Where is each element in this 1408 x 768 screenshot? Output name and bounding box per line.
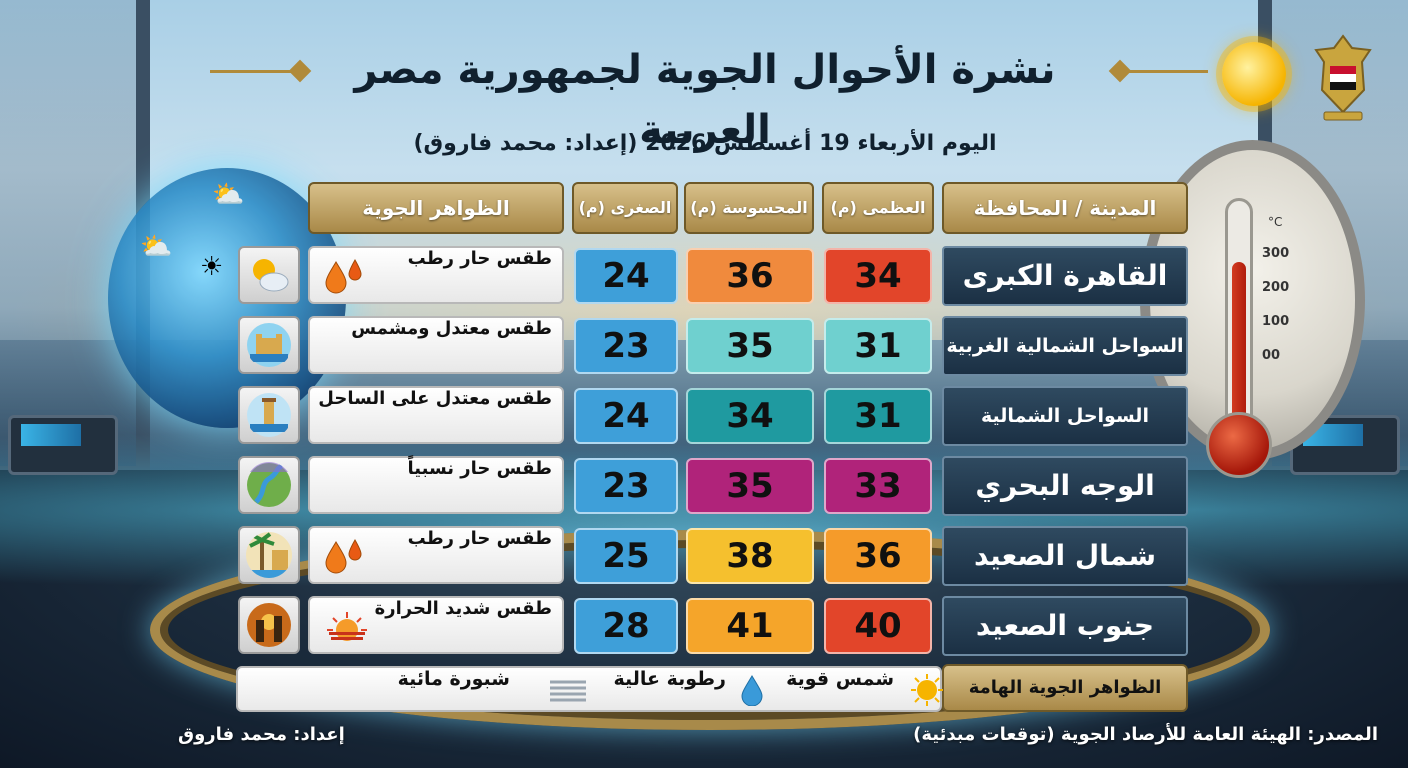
palm-temple-icon bbox=[246, 532, 292, 578]
city-cell: شمال الصعيد bbox=[942, 526, 1188, 586]
page-title: نشرة الأحوال الجوية لجمهورية مصر العربية bbox=[354, 47, 1056, 153]
globe-graphic bbox=[108, 168, 346, 428]
legend-item: رطوبة عالية bbox=[613, 668, 726, 690]
control-console-left bbox=[8, 415, 118, 475]
weather-cell: طقس معتدل على الساحل bbox=[308, 386, 564, 444]
weather-text: طقس حار نسبياً bbox=[407, 458, 552, 479]
weather-cell: طقس حار رطب bbox=[308, 526, 564, 584]
water-drops-icon bbox=[325, 538, 362, 574]
weather-text: طقس حار رطب bbox=[407, 528, 552, 549]
min-temp-cell: 23 bbox=[574, 318, 678, 374]
city-cell: السواحل الشمالية الشرقية bbox=[942, 386, 1188, 483]
icon-box bbox=[238, 316, 300, 374]
city-cell: جنوب الصعيد bbox=[942, 596, 1188, 656]
gauge-tick: 200 bbox=[1262, 280, 1290, 295]
sun-cloud-icon: ⛅ bbox=[140, 232, 173, 262]
max-temp-cell: 34 bbox=[824, 248, 932, 304]
header-max: العظمى (م) bbox=[822, 182, 934, 234]
header-min: الصغرى (م) bbox=[572, 182, 678, 234]
source-footer: المصدر: الهيئة العامة للأرصاد الجوية (تو… bbox=[913, 724, 1378, 745]
sun-icon: ☀ bbox=[200, 252, 224, 282]
water-drop-icon bbox=[741, 675, 763, 706]
legend-item: شمس قوية bbox=[786, 668, 894, 690]
legend-label: الظواهر الجوية الهامة bbox=[942, 664, 1188, 712]
title-rule-left bbox=[210, 70, 300, 73]
icon-box bbox=[238, 526, 300, 584]
author-footer: إعداد: محمد فاروق bbox=[178, 724, 345, 745]
header-phenomena: الظواهر الجوية bbox=[308, 182, 564, 234]
thermometer-fill bbox=[1232, 262, 1246, 432]
min-temp-cell: 24 bbox=[574, 388, 678, 444]
gauge-tick: 100 bbox=[1262, 314, 1290, 329]
page-subtitle: اليوم الأربعاء 19 أغسطس 2026 (إعداد: محم… bbox=[413, 131, 997, 156]
title-rule-right bbox=[1118, 70, 1208, 73]
sunset-icon bbox=[327, 612, 367, 641]
max-temp-cell: 33 bbox=[824, 458, 932, 514]
fog-icon bbox=[550, 680, 586, 702]
feels-temp-cell: 36 bbox=[686, 248, 814, 304]
weather-cell: طقس حار نسبياً bbox=[308, 456, 564, 514]
max-temp-cell: 31 bbox=[824, 318, 932, 374]
weather-cell: طقس شديد الحرارة bbox=[308, 596, 564, 654]
max-temp-cell: 40 bbox=[824, 598, 932, 654]
feels-temp-cell: 34 bbox=[686, 388, 814, 444]
feels-temp-cell: 41 bbox=[686, 598, 814, 654]
coastal-castle-icon bbox=[247, 323, 291, 367]
max-temp-cell: 31 bbox=[824, 388, 932, 444]
city-cell: القاهرة الكبرى bbox=[942, 246, 1188, 306]
temple-sunset-icon bbox=[247, 603, 291, 647]
max-temp-cell: 36 bbox=[824, 528, 932, 584]
min-temp-cell: 23 bbox=[574, 458, 678, 514]
sun-cloud-icon: ⛅ bbox=[212, 180, 245, 210]
legend-item: شبورة مائية bbox=[397, 668, 510, 690]
icon-box bbox=[238, 386, 300, 444]
weather-text: طقس معتدل ومشمس bbox=[351, 318, 552, 339]
legend-bar: شمس قوية رطوبة عالية شبورة مائية bbox=[236, 666, 943, 712]
gauge-unit: °C bbox=[1268, 215, 1283, 229]
header-city: المدينة / المحافظة bbox=[942, 182, 1188, 234]
city-cell: السواحل الشمالية الغربية bbox=[942, 316, 1188, 376]
thermometer-bulb bbox=[1206, 412, 1272, 478]
min-temp-cell: 28 bbox=[574, 598, 678, 654]
river-delta-icon bbox=[246, 462, 292, 507]
icon-box bbox=[238, 596, 300, 654]
weather-cell: طقس معتدل ومشمس bbox=[308, 316, 564, 374]
gauge-tick: 00 bbox=[1262, 348, 1281, 363]
weather-cell: طقس حار رطب bbox=[308, 246, 564, 304]
icon-box bbox=[238, 246, 300, 304]
lighthouse-icon bbox=[247, 393, 291, 437]
icon-box bbox=[238, 456, 300, 514]
gauge-tick: 300 bbox=[1262, 246, 1290, 261]
weather-text: طقس شديد الحرارة bbox=[374, 598, 552, 619]
sun-icon bbox=[1222, 42, 1286, 106]
sun-icon bbox=[911, 674, 943, 706]
feels-temp-cell: 38 bbox=[686, 528, 814, 584]
egypt-eagle-emblem-icon bbox=[1314, 34, 1372, 121]
min-temp-cell: 25 bbox=[574, 528, 678, 584]
header-feels: المحسوسة (م) bbox=[684, 182, 814, 234]
min-temp-cell: 24 bbox=[574, 248, 678, 304]
sun-cloud-icon bbox=[253, 259, 289, 292]
weather-text: طقس حار رطب bbox=[407, 248, 552, 269]
feels-temp-cell: 35 bbox=[686, 458, 814, 514]
city-cell: الوجه البحري bbox=[942, 456, 1188, 516]
feels-temp-cell: 35 bbox=[686, 318, 814, 374]
weather-text: طقس معتدل على الساحل bbox=[318, 388, 552, 409]
water-drops-icon bbox=[325, 258, 362, 294]
title-ornament bbox=[1108, 59, 1132, 83]
